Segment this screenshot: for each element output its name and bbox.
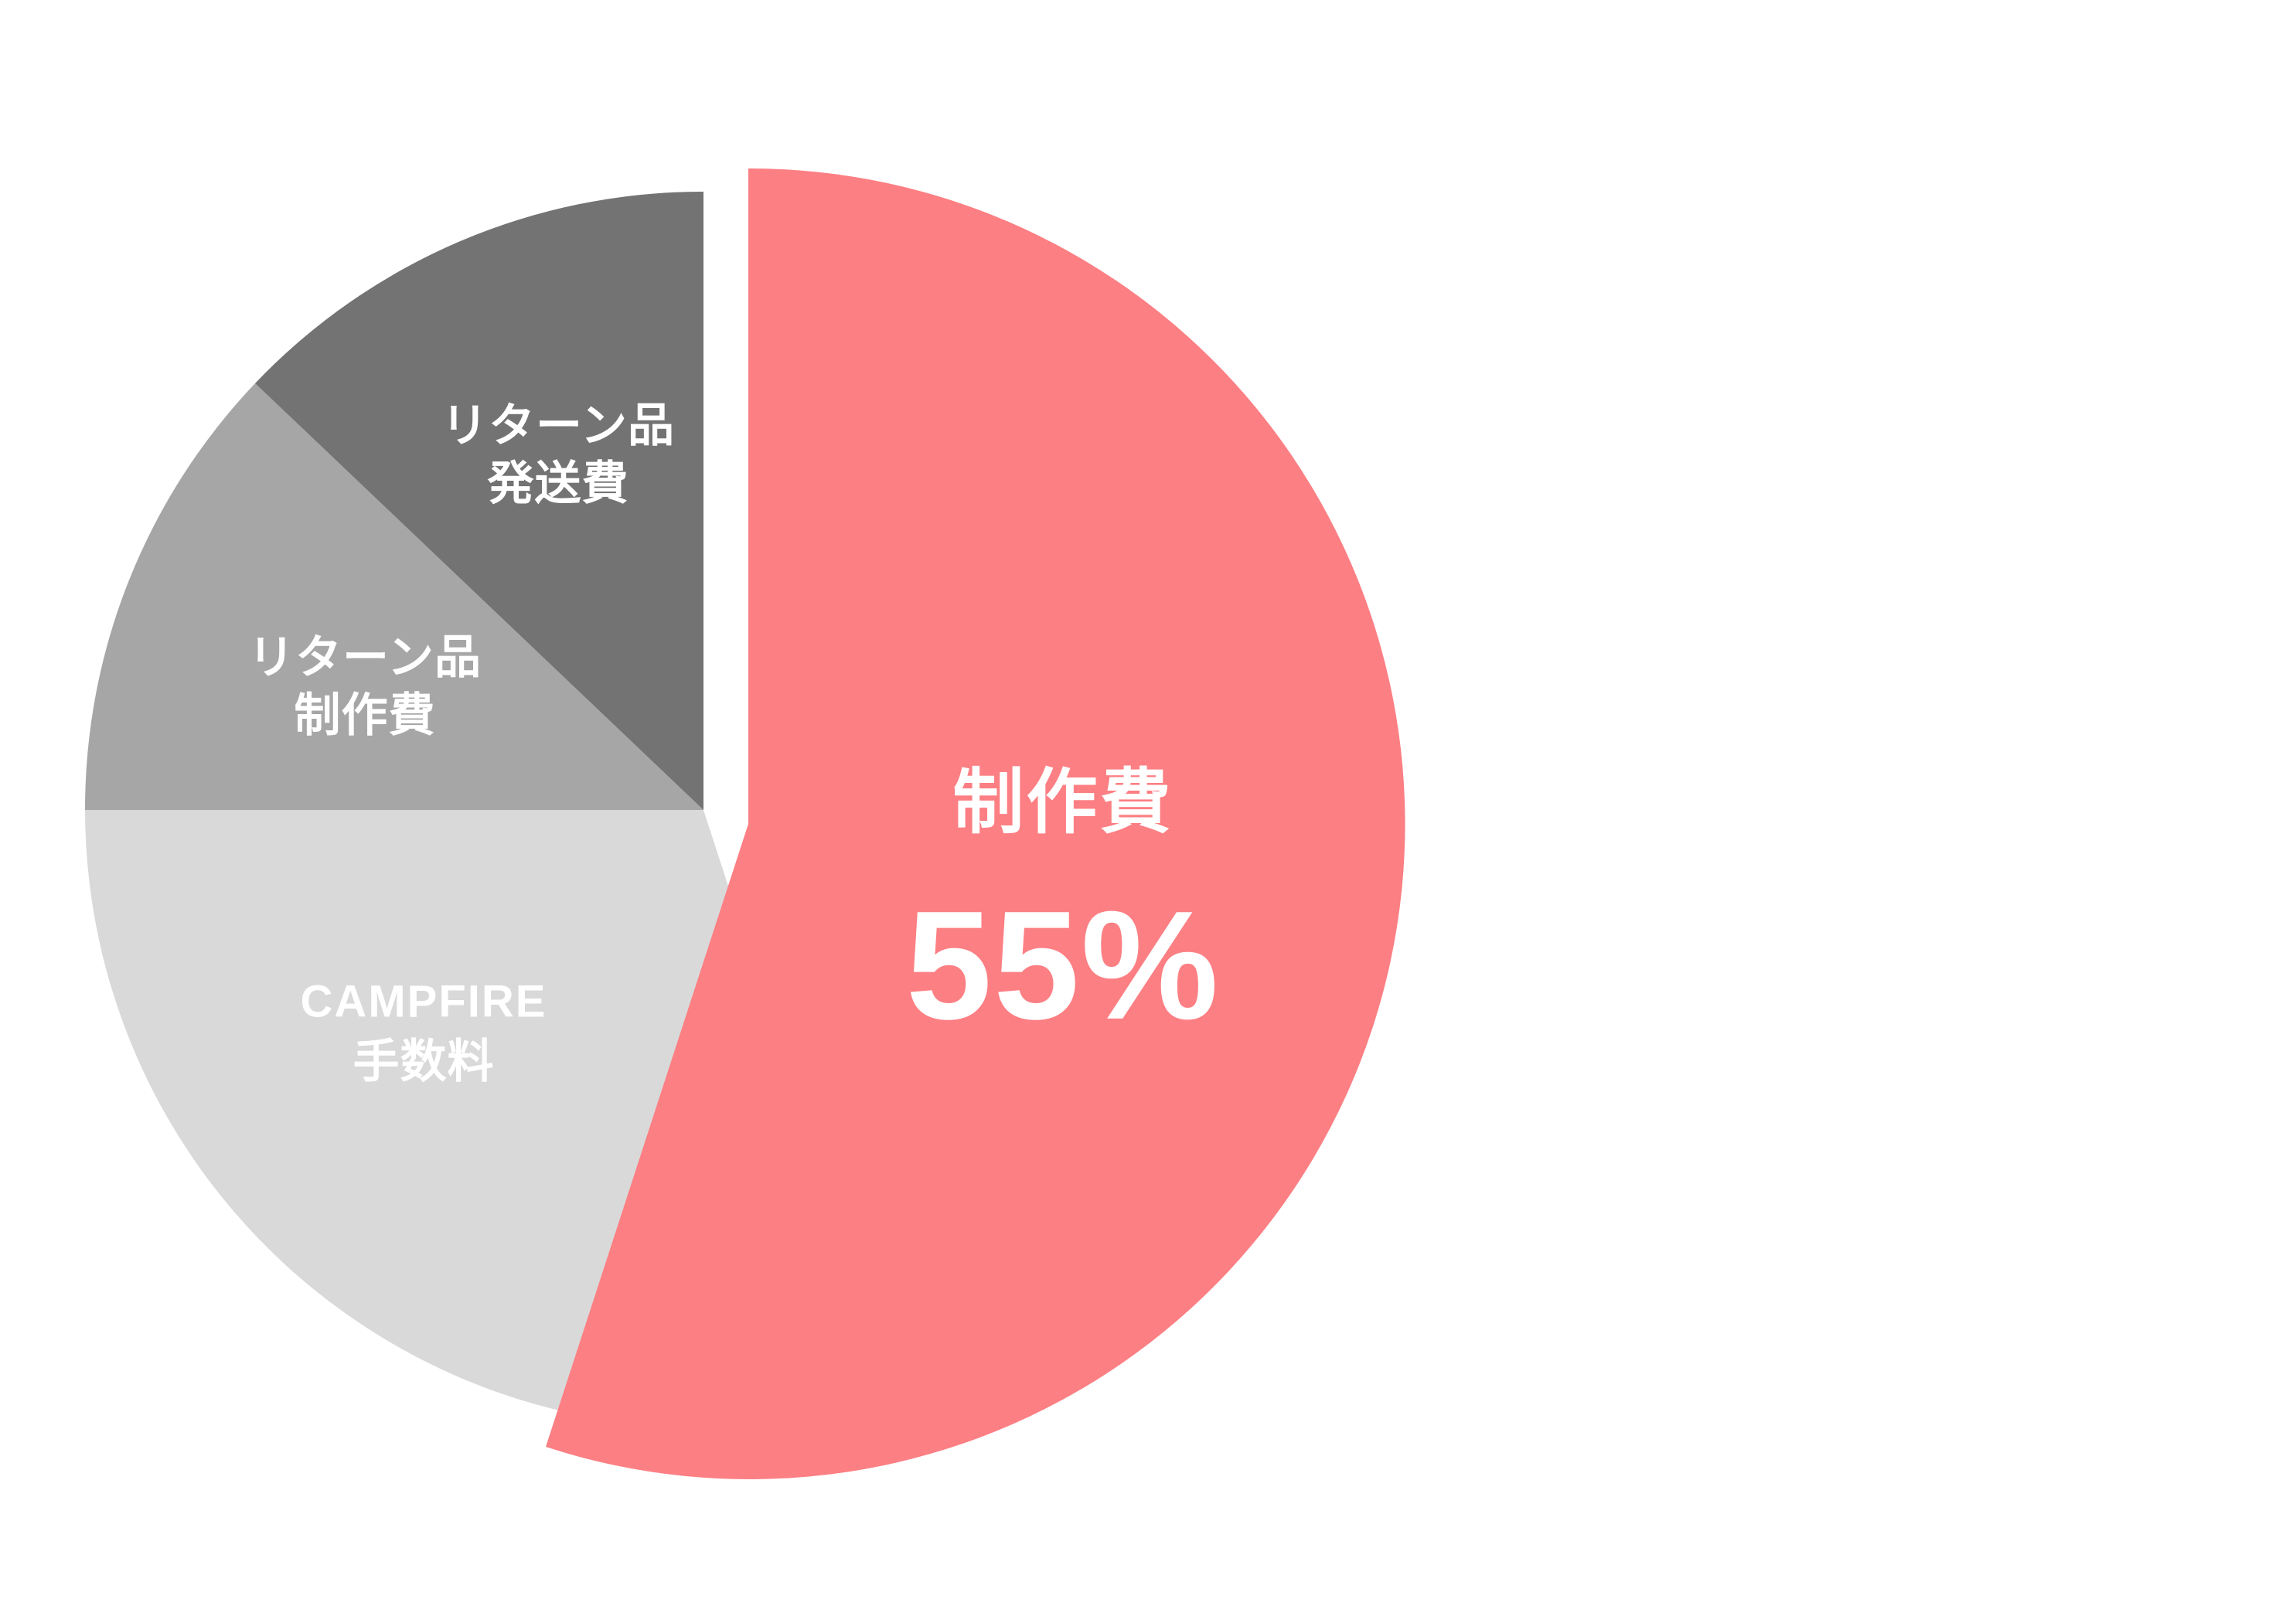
pie-label-return-hassouhi-line2: 発送費 <box>488 458 629 509</box>
pie-label-return-hassouhi: リターン品 発送費 <box>441 400 675 509</box>
pie-label-return-hassouhi-line1: リターン品 <box>441 400 675 451</box>
pie-label-campfire-tesuryo-line2: 手数料 <box>353 1036 495 1087</box>
pie-label-seisakuhi-percent: 55% <box>906 880 1220 1052</box>
pie-label-return-seisakuhi-line1: リターン品 <box>248 631 482 683</box>
pie-label-seisakuhi: 制作費 55% <box>906 763 1220 1052</box>
pie-label-return-seisakuhi: リターン品 制作費 <box>248 631 482 741</box>
pie-slice-seisakuhi[interactable] <box>546 168 1405 1479</box>
pie-slice-return-seisakuhi[interactable] <box>84 383 703 810</box>
pie-label-campfire-tesuryo-line1: CAMPFIRE <box>301 976 547 1026</box>
pie-slice-return-hassouhi[interactable] <box>255 191 703 810</box>
pie-label-seisakuhi-title: 制作費 <box>952 763 1173 842</box>
pie-label-campfire-tesuryo: CAMPFIRE 手数料 <box>301 976 547 1087</box>
pie-label-return-seisakuhi-line2: 制作費 <box>295 689 436 741</box>
